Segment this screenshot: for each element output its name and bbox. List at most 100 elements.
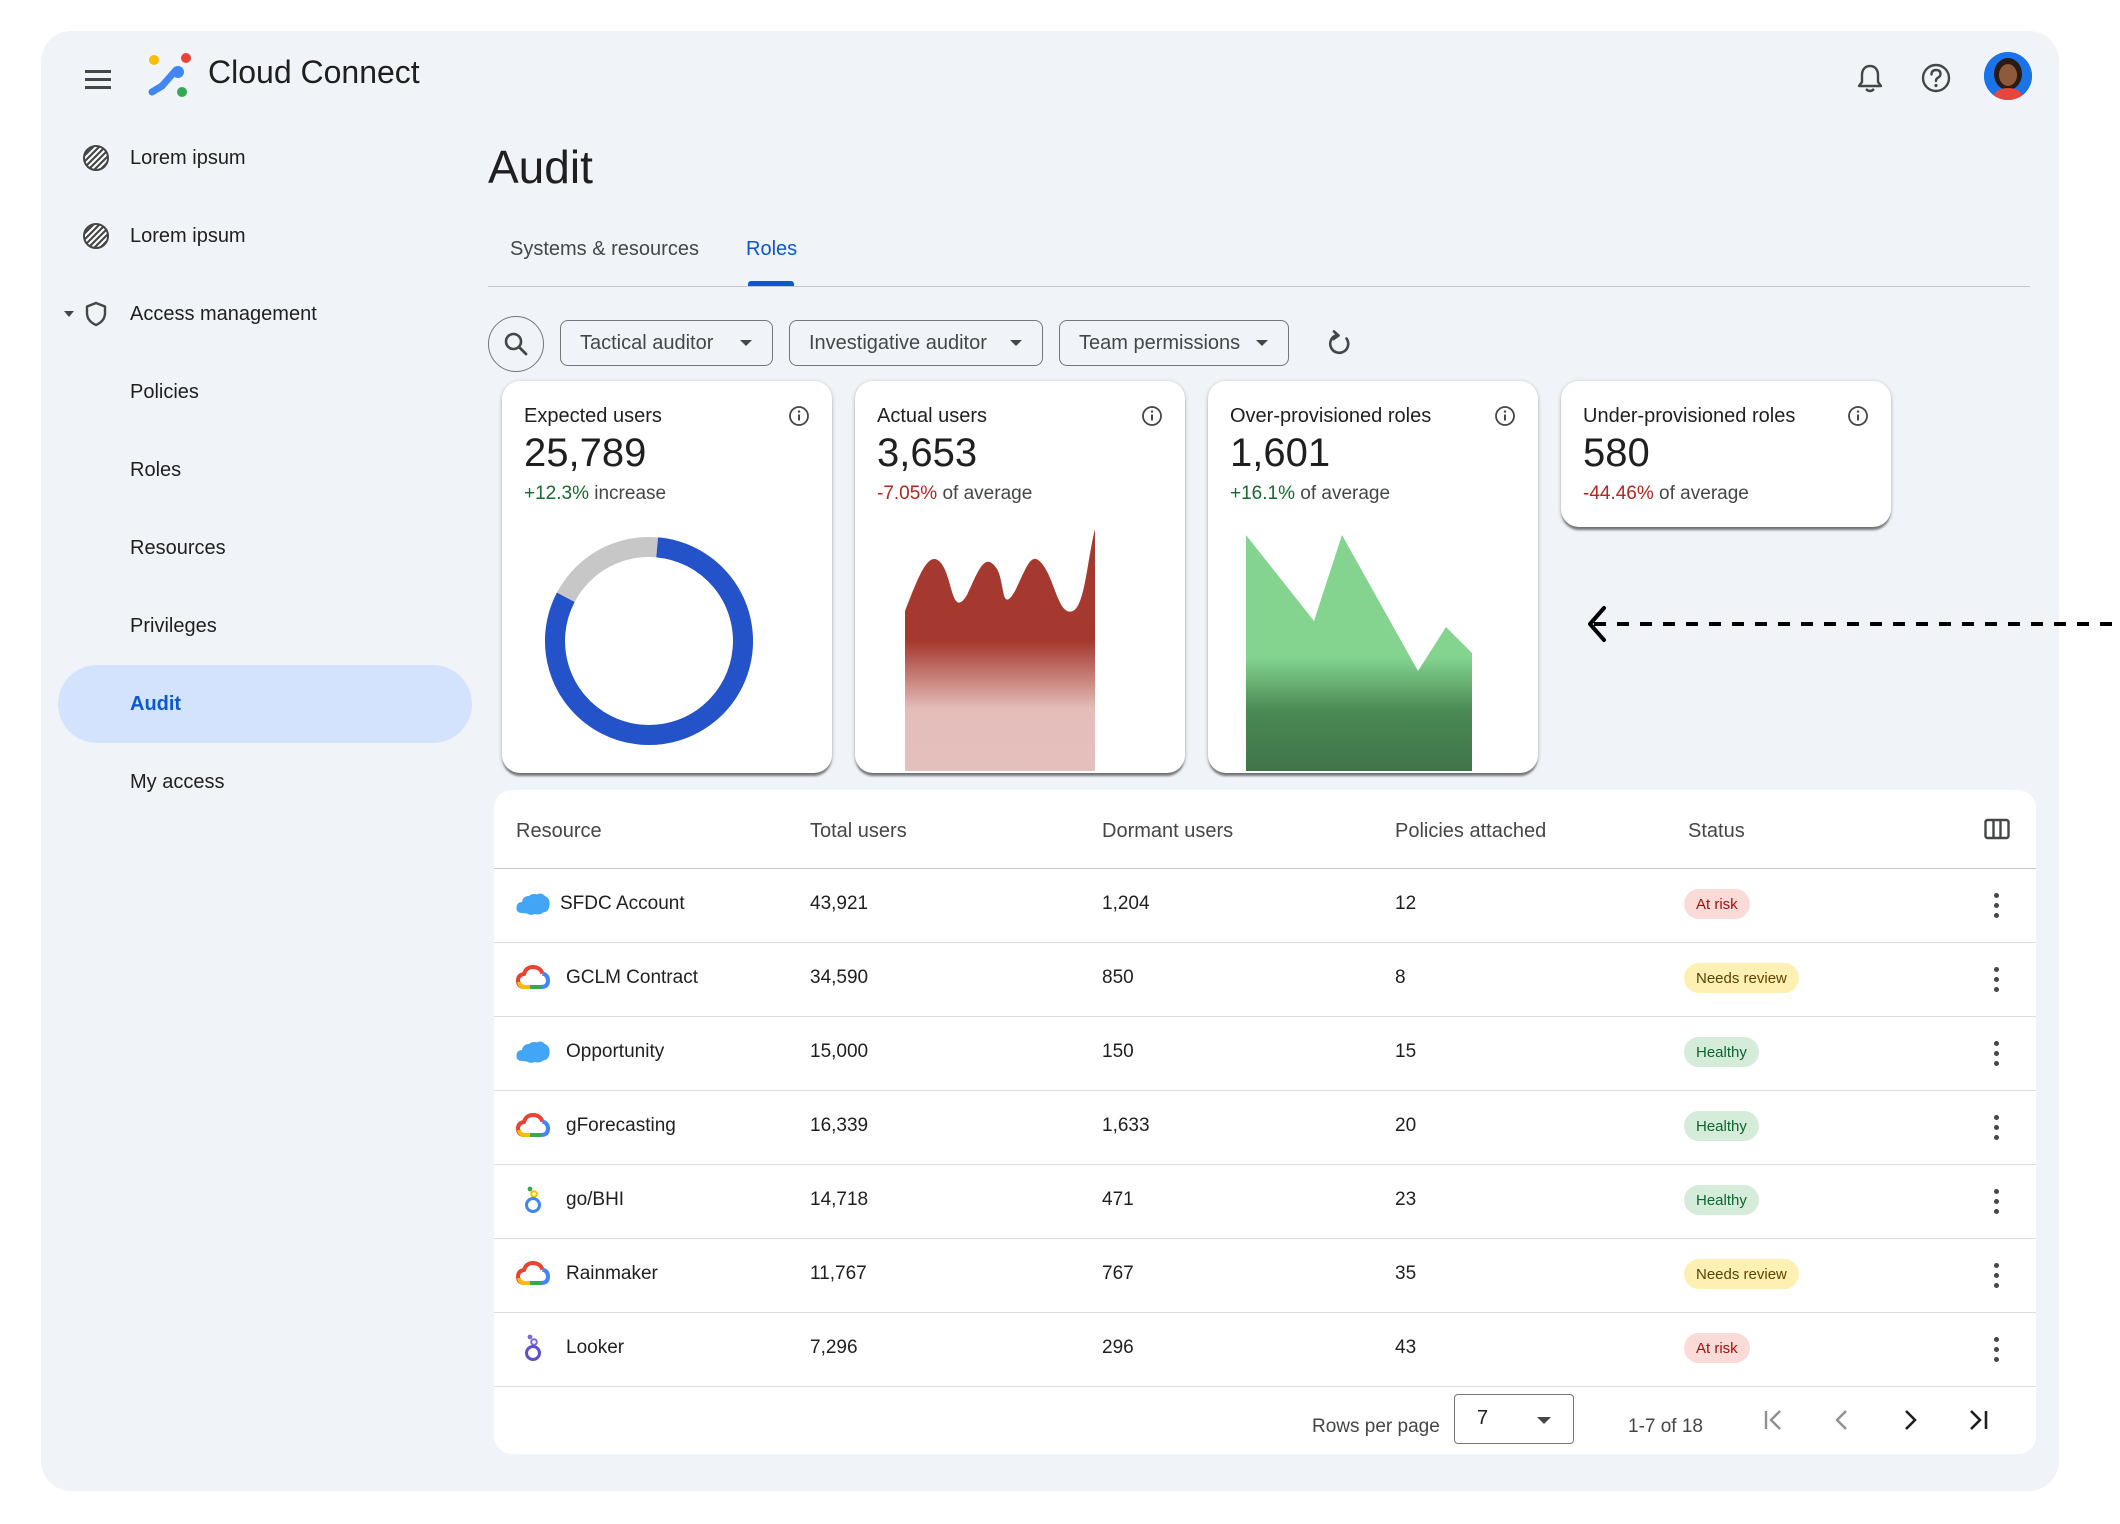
cell-resource[interactable]: Looker [566,1337,625,1358]
table-row[interactable]: gForecasting 16,339 1,633 20 Healthy [494,1090,2036,1164]
more-vert-icon[interactable] [1986,1333,2006,1367]
tab-systems-resources[interactable]: Systems & resources [510,238,699,260]
sidebar-item-lorem-ipsum-1[interactable]: Lorem ipsum [58,119,472,197]
column-header-total-users[interactable]: Total users [810,820,907,842]
card-delta: -7.05% of average [877,483,1032,505]
columns-icon[interactable] [1984,818,2010,840]
shield-icon [85,301,107,327]
caret-down-icon[interactable] [64,311,74,317]
delta-percent: +16.1% [1230,483,1295,504]
cell-policies: 12 [1395,893,1417,914]
filter-investigative-auditor[interactable]: Investigative auditor [789,320,1043,366]
sidebar-item-policies[interactable]: Policies [58,353,472,431]
delta-text: of average [1294,483,1391,504]
salesforce-cloud-icon [516,1041,550,1063]
tab-roles[interactable]: Roles [746,238,798,260]
cell-total-users: 43,921 [810,893,869,914]
cell-total-users: 34,590 [810,967,869,988]
active-tab-indicator [748,281,794,286]
cell-dormant-users: 1,633 [1102,1115,1150,1136]
cell-resource[interactable]: SFDC Account [560,893,685,914]
donut-chart [545,537,753,745]
google-cloud-icon [516,1112,550,1137]
delta-text: increase [588,483,667,504]
sidebar-item-audit[interactable]: Audit [58,665,472,743]
sidebar-item-access-management[interactable]: Access management [58,275,472,353]
avatar[interactable] [1984,52,2032,100]
sidebar-item-label: Lorem ipsum [130,146,246,169]
column-header-dormant-users[interactable]: Dormant users [1102,820,1234,842]
sidebar-item-my-access[interactable]: My access [58,743,472,821]
card-value: 25,789 [524,431,647,475]
sidebar-item-privileges[interactable]: Privileges [58,587,472,665]
column-header-status[interactable]: Status [1688,820,1745,842]
card-value: 580 [1583,431,1650,475]
table-row[interactable]: Opportunity 15,000 150 15 Healthy [494,1016,2036,1090]
placeholder-icon [83,223,109,249]
sidebar-item-roles[interactable]: Roles [58,431,472,509]
cell-resource[interactable]: GCLM Contract [566,967,698,988]
rows-per-page-label: Rows per page [1312,1416,1440,1437]
delta-text: of average [1653,483,1749,504]
next-page-icon[interactable] [1892,1402,1928,1438]
filter-tactical-auditor[interactable]: Tactical auditor [560,320,773,366]
first-page-icon[interactable] [1756,1402,1792,1438]
sidebar-item-resources[interactable]: Resources [58,509,472,587]
table-row[interactable]: SFDC Account 43,921 1,204 12 At risk [494,868,2036,942]
more-vert-icon[interactable] [1986,1185,2006,1219]
cloud-connect-logo [148,53,191,97]
bell-icon[interactable] [1848,56,1892,100]
table-row[interactable]: go/BHI 14,718 471 23 Healthy [494,1164,2036,1238]
sidebar-item-label: Lorem ipsum [130,224,246,247]
refresh-icon[interactable] [1320,324,1360,364]
page-title: Audit [488,141,593,193]
column-header-policies-attached[interactable]: Policies attached [1395,820,1547,842]
filter-team-permissions[interactable]: Team permissions [1059,320,1289,366]
search-button[interactable] [488,316,544,372]
cell-policies: 43 [1395,1337,1417,1358]
card-title: Over-provisioned roles [1230,405,1432,427]
sidebar-item-label: Resources [130,536,226,559]
sidebar-item-lorem-ipsum-2[interactable]: Lorem ipsum [58,197,472,275]
more-vert-icon[interactable] [1986,1259,2006,1293]
status-badge: Needs review [1684,1259,1799,1289]
more-vert-icon[interactable] [1986,1037,2006,1071]
dashed-arrow-left-icon [1588,606,2120,642]
rows-per-page-select[interactable]: 7 [1454,1394,1574,1444]
sidebar-item-label: Audit [130,692,182,715]
table-row[interactable]: Looker 7,296 296 43 At risk [494,1312,2036,1386]
previous-page-icon[interactable] [1824,1402,1860,1438]
dropdown-arrow-icon [1256,340,1268,346]
more-vert-icon[interactable] [1986,889,2006,923]
info-icon[interactable] [1141,405,1163,427]
info-icon[interactable] [788,405,810,427]
cell-total-users: 11,767 [810,1263,867,1284]
menu-icon[interactable] [74,56,122,104]
card-under-provisioned-roles: Under-provisioned roles 580 -44.46% of a… [1561,381,1891,527]
cell-resource[interactable]: Opportunity [566,1041,665,1062]
cell-resource[interactable]: gForecasting [566,1115,676,1136]
info-icon[interactable] [1494,405,1516,427]
status-badge: Needs review [1684,963,1799,993]
cell-resource[interactable]: go/BHI [566,1189,625,1210]
dropdown-arrow-icon [1010,340,1022,346]
card-expected-users: Expected users 25,789 +12.3% increase [502,381,832,773]
cell-resource[interactable]: Rainmaker [566,1263,658,1284]
dropdown-arrow-icon [1537,1417,1551,1424]
sidebar-item-label: Privileges [130,614,217,637]
sidebar-item-label: Access management [130,302,317,325]
more-vert-icon[interactable] [1986,963,2006,997]
last-page-icon[interactable] [1960,1402,1996,1438]
table-row[interactable]: GCLM Contract 34,590 850 8 Needs review [494,942,2036,1016]
card-title: Under-provisioned roles [1583,405,1796,427]
column-header-resource[interactable]: Resource [516,820,602,842]
filter-label: Investigative auditor [809,331,987,354]
help-icon[interactable] [1914,56,1958,100]
more-vert-icon[interactable] [1986,1111,2006,1145]
area-chart-green [1246,535,1472,771]
status-badge: Healthy [1684,1111,1759,1141]
area-series-actual-users [905,529,1095,771]
cell-dormant-users: 850 [1102,967,1134,988]
info-icon[interactable] [1847,405,1869,427]
table-row[interactable]: Rainmaker 11,767 767 35 Needs review [494,1238,2036,1312]
